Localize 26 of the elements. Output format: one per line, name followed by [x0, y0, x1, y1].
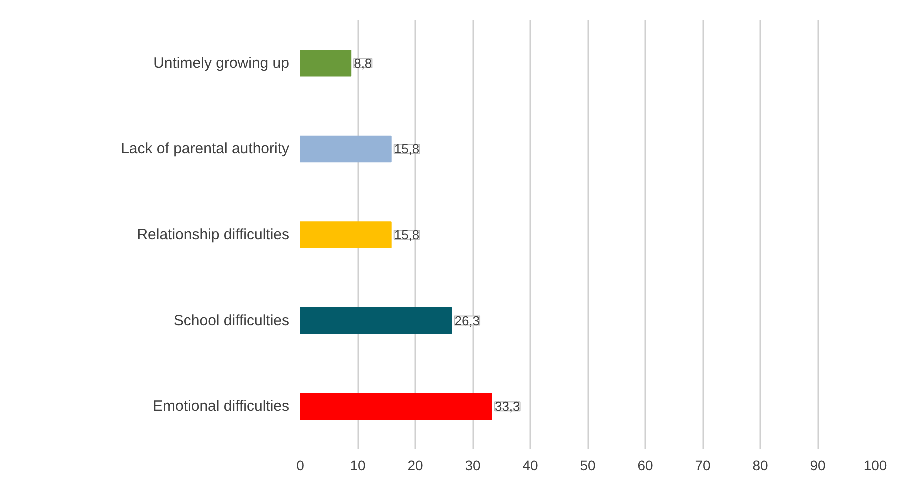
data-label: 8,8 [354, 56, 372, 71]
x-tick-label: 90 [810, 458, 826, 474]
bar [300, 393, 492, 420]
data-label: 15,8 [394, 142, 420, 157]
bar [300, 50, 352, 77]
y-tick-label: Untimely growing up [154, 54, 290, 72]
x-tick-label: 80 [752, 458, 768, 474]
y-tick-label: Lack of parental authority [121, 140, 290, 158]
bar [300, 222, 392, 248]
y-tick-label: Emotional difficulties [153, 398, 290, 416]
x-tick-label: 20 [408, 458, 424, 474]
x-tick-label: 100 [864, 458, 888, 474]
y-tick-label: School difficulties [174, 312, 290, 330]
data-label: 33,3 [494, 399, 520, 414]
bar [300, 307, 452, 334]
data-label: 26,3 [454, 313, 480, 328]
x-tick-label: 30 [465, 458, 481, 474]
y-tick-label: Relationship difficulties [137, 226, 290, 244]
bar [300, 136, 392, 163]
x-tick-label: 50 [580, 458, 596, 474]
x-tick-label: 40 [522, 458, 538, 474]
x-tick-label: 10 [350, 458, 366, 474]
x-tick-label: 60 [638, 458, 654, 474]
x-tick-label: 0 [296, 458, 305, 474]
data-label: 15,8 [394, 228, 420, 242]
x-tick-label: 70 [695, 458, 711, 474]
